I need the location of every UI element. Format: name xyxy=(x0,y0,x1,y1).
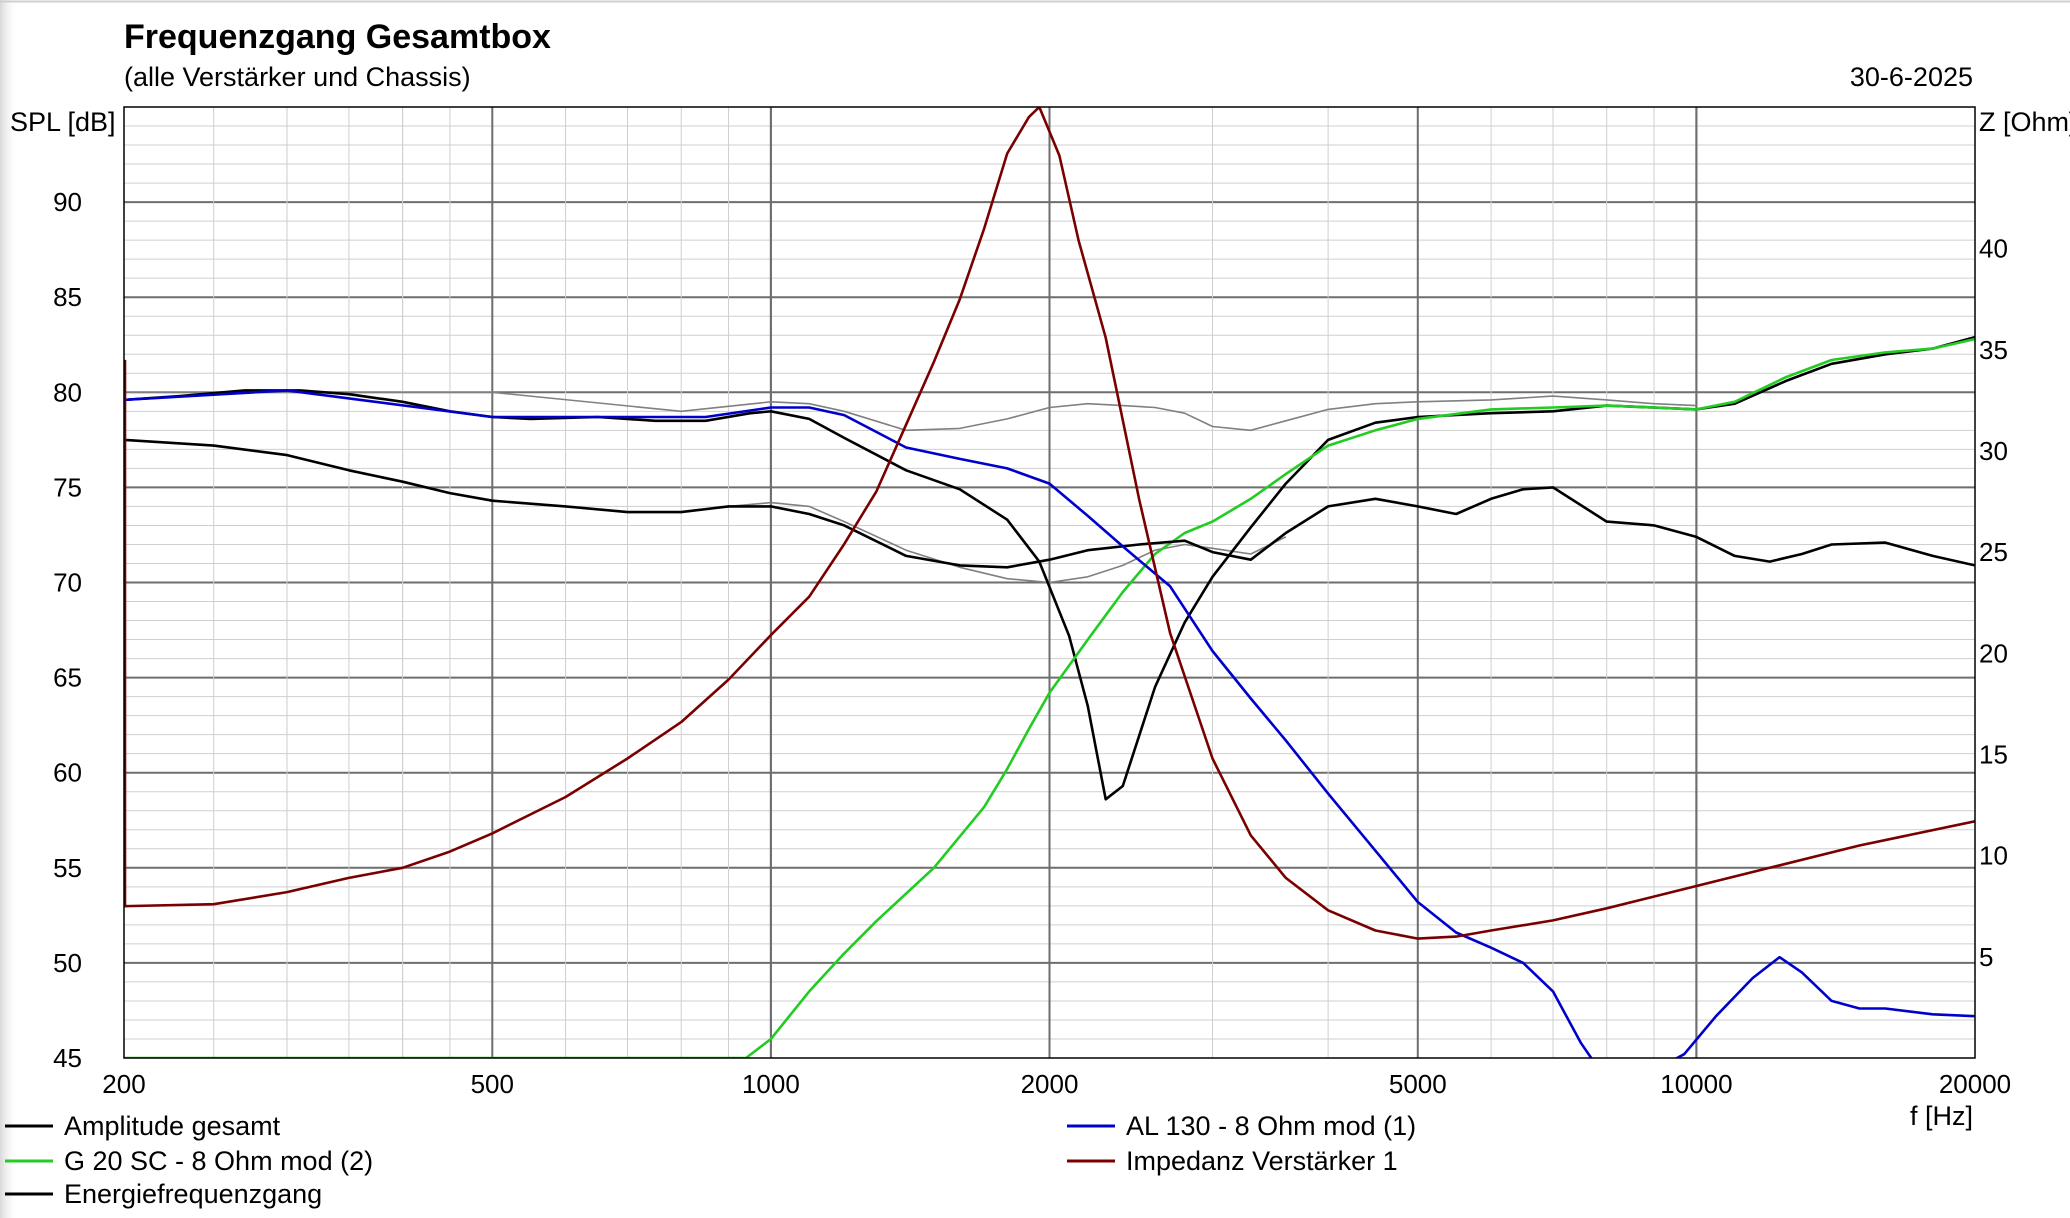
chart-subtitle: (alle Verstärker und Chassis) xyxy=(124,62,471,92)
chart-date: 30-6-2025 xyxy=(1850,62,1973,92)
legend-label: Energiefrequenzgang xyxy=(64,1179,322,1209)
x-tick-label: 200 xyxy=(102,1069,145,1099)
y-tick-label: 80 xyxy=(53,377,82,407)
x-tick-label: 1000 xyxy=(742,1069,800,1099)
y2-tick-label: 10 xyxy=(1979,841,2008,871)
y2-tick-label: 20 xyxy=(1979,638,2008,668)
y-axis-label: SPL [dB] xyxy=(10,107,116,137)
chart-legend: Amplitude gesamt AL 130 - 8 Ohm mod (1) G … xyxy=(5,1111,1416,1209)
series-line-reference xyxy=(124,391,1697,432)
y-tick-label: 90 xyxy=(53,187,82,217)
y-tick-label: 60 xyxy=(53,758,82,788)
y-tick-label: 75 xyxy=(53,472,82,502)
x-tick-label: 2000 xyxy=(1021,1069,1079,1099)
chart-grid xyxy=(124,107,1975,1058)
series-line-g-20-sc-8-ohm-mod-2 xyxy=(124,337,1975,1058)
y2-tick-label: 30 xyxy=(1979,436,2008,466)
y2-tick-label: 15 xyxy=(1979,739,2008,769)
series-line-energiefrequenzgang xyxy=(124,438,1975,569)
y-tick-label: 70 xyxy=(53,568,82,598)
y2-axis-label: Z [Ohm] xyxy=(1979,107,2070,137)
legend-label: Impedanz Verstärker 1 xyxy=(1126,1146,1398,1176)
y-tick-label: 85 xyxy=(53,282,82,312)
plot-area xyxy=(124,107,1975,1058)
x-axis-label: f [Hz] xyxy=(1910,1101,1973,1131)
y-tick-label: 50 xyxy=(53,948,82,978)
x-tick-label: 5000 xyxy=(1389,1069,1447,1099)
plot-frame xyxy=(123,106,1976,1059)
legend-label: G 20 SC - 8 Ohm mod (2) xyxy=(64,1146,373,1176)
legend-label: AL 130 - 8 Ohm mod (1) xyxy=(1126,1111,1416,1141)
y-tick-label: 55 xyxy=(53,853,82,883)
y2-tick-label: 35 xyxy=(1979,335,2008,365)
x-tick-label: 20000 xyxy=(1939,1069,2011,1099)
x-tick-label: 10000 xyxy=(1660,1069,1732,1099)
x-tick-label: 500 xyxy=(471,1069,514,1099)
legend-label: Amplitude gesamt xyxy=(64,1111,281,1141)
y2-tick-label: 5 xyxy=(1979,942,1993,972)
y-tick-label: 45 xyxy=(53,1043,82,1073)
axis-ticks: 200 500 1000 2000 5000 10000 20000 45 50 55 60 65 70… xyxy=(53,187,2011,1099)
y2-tick-label: 40 xyxy=(1979,234,2008,264)
chart-title: Frequenzgang Gesamtbox xyxy=(124,18,551,56)
series-line-al-130-8-ohm-mod-1 xyxy=(124,389,1975,1058)
y-tick-label: 65 xyxy=(53,663,82,693)
series-line-impedanz-verst-rker-1 xyxy=(124,107,1975,940)
y2-tick-label: 25 xyxy=(1979,537,2008,567)
